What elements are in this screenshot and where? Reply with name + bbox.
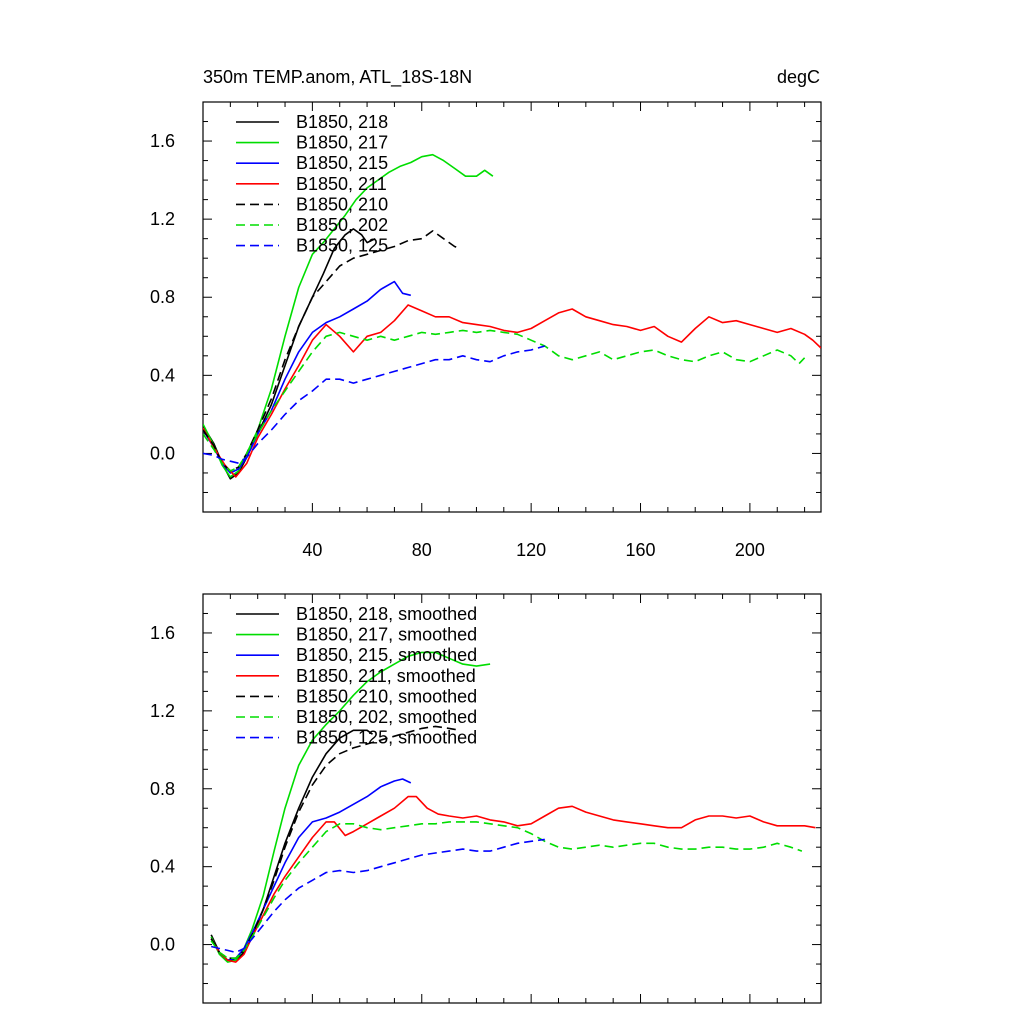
legend-label: B1850, 218 — [296, 112, 388, 132]
series-line-5 — [203, 230, 461, 472]
legend-label: B1850, 211, smoothed — [296, 666, 476, 686]
series-group — [210, 651, 816, 963]
x-tick-label: 40 — [302, 540, 322, 560]
legend-label: B1850, 215, smoothed — [296, 645, 477, 665]
series-line-3 — [203, 280, 411, 474]
series-line-7 — [211, 838, 545, 954]
plot-frame — [202, 101, 822, 513]
series-line-6 — [210, 821, 803, 959]
y-tick-label: 1.6 — [150, 131, 175, 151]
units-label: degC — [777, 67, 820, 87]
y-tick-label: 0.0 — [150, 443, 175, 463]
chart-title: 350m TEMP.anom, ATL_18S-18N — [203, 67, 472, 88]
legend-label: B1850, 125, smoothed — [296, 728, 477, 748]
x-tick-label: 160 — [625, 540, 655, 560]
y-tick-label: 0.8 — [150, 287, 175, 307]
y-tick-label: 0.4 — [150, 857, 175, 877]
x-tick-label: 200 — [735, 540, 765, 560]
y-tick-label: 1.6 — [150, 623, 175, 643]
legend-label: B1850, 210, smoothed — [296, 686, 477, 706]
y-tick-label: 1.2 — [150, 209, 175, 229]
series-line-4 — [203, 304, 821, 478]
legend-label: B1850, 217 — [296, 133, 388, 153]
x-tick-label: 120 — [516, 540, 546, 560]
y-tick-label: 0.4 — [150, 365, 175, 385]
series-line-4 — [210, 795, 816, 963]
legend-label: B1850, 210 — [296, 194, 388, 214]
plot-frame — [202, 593, 822, 1004]
legend-label: B1850, 211 — [296, 174, 387, 194]
legend-label: B1850, 125 — [296, 236, 388, 256]
y-tick-label: 0.8 — [150, 779, 175, 799]
series-line-5 — [210, 725, 461, 959]
series-group — [203, 153, 821, 480]
series-line-6 — [203, 329, 806, 472]
y-tick-label: 1.2 — [150, 701, 175, 721]
x-tick-label: 80 — [412, 540, 432, 560]
series-line-1 — [203, 228, 376, 480]
series-line-1 — [210, 729, 373, 961]
legend-label: B1850, 215 — [296, 153, 388, 173]
legend-label: B1850, 202 — [296, 215, 388, 235]
series-line-3 — [210, 778, 412, 961]
y-tick-label: 0.0 — [150, 935, 175, 955]
series-line-7 — [203, 345, 546, 464]
legend-label: B1850, 217, smoothed — [296, 625, 477, 645]
legend-label: B1850, 202, smoothed — [296, 707, 477, 727]
legend-label: B1850, 218, smoothed — [296, 604, 477, 624]
